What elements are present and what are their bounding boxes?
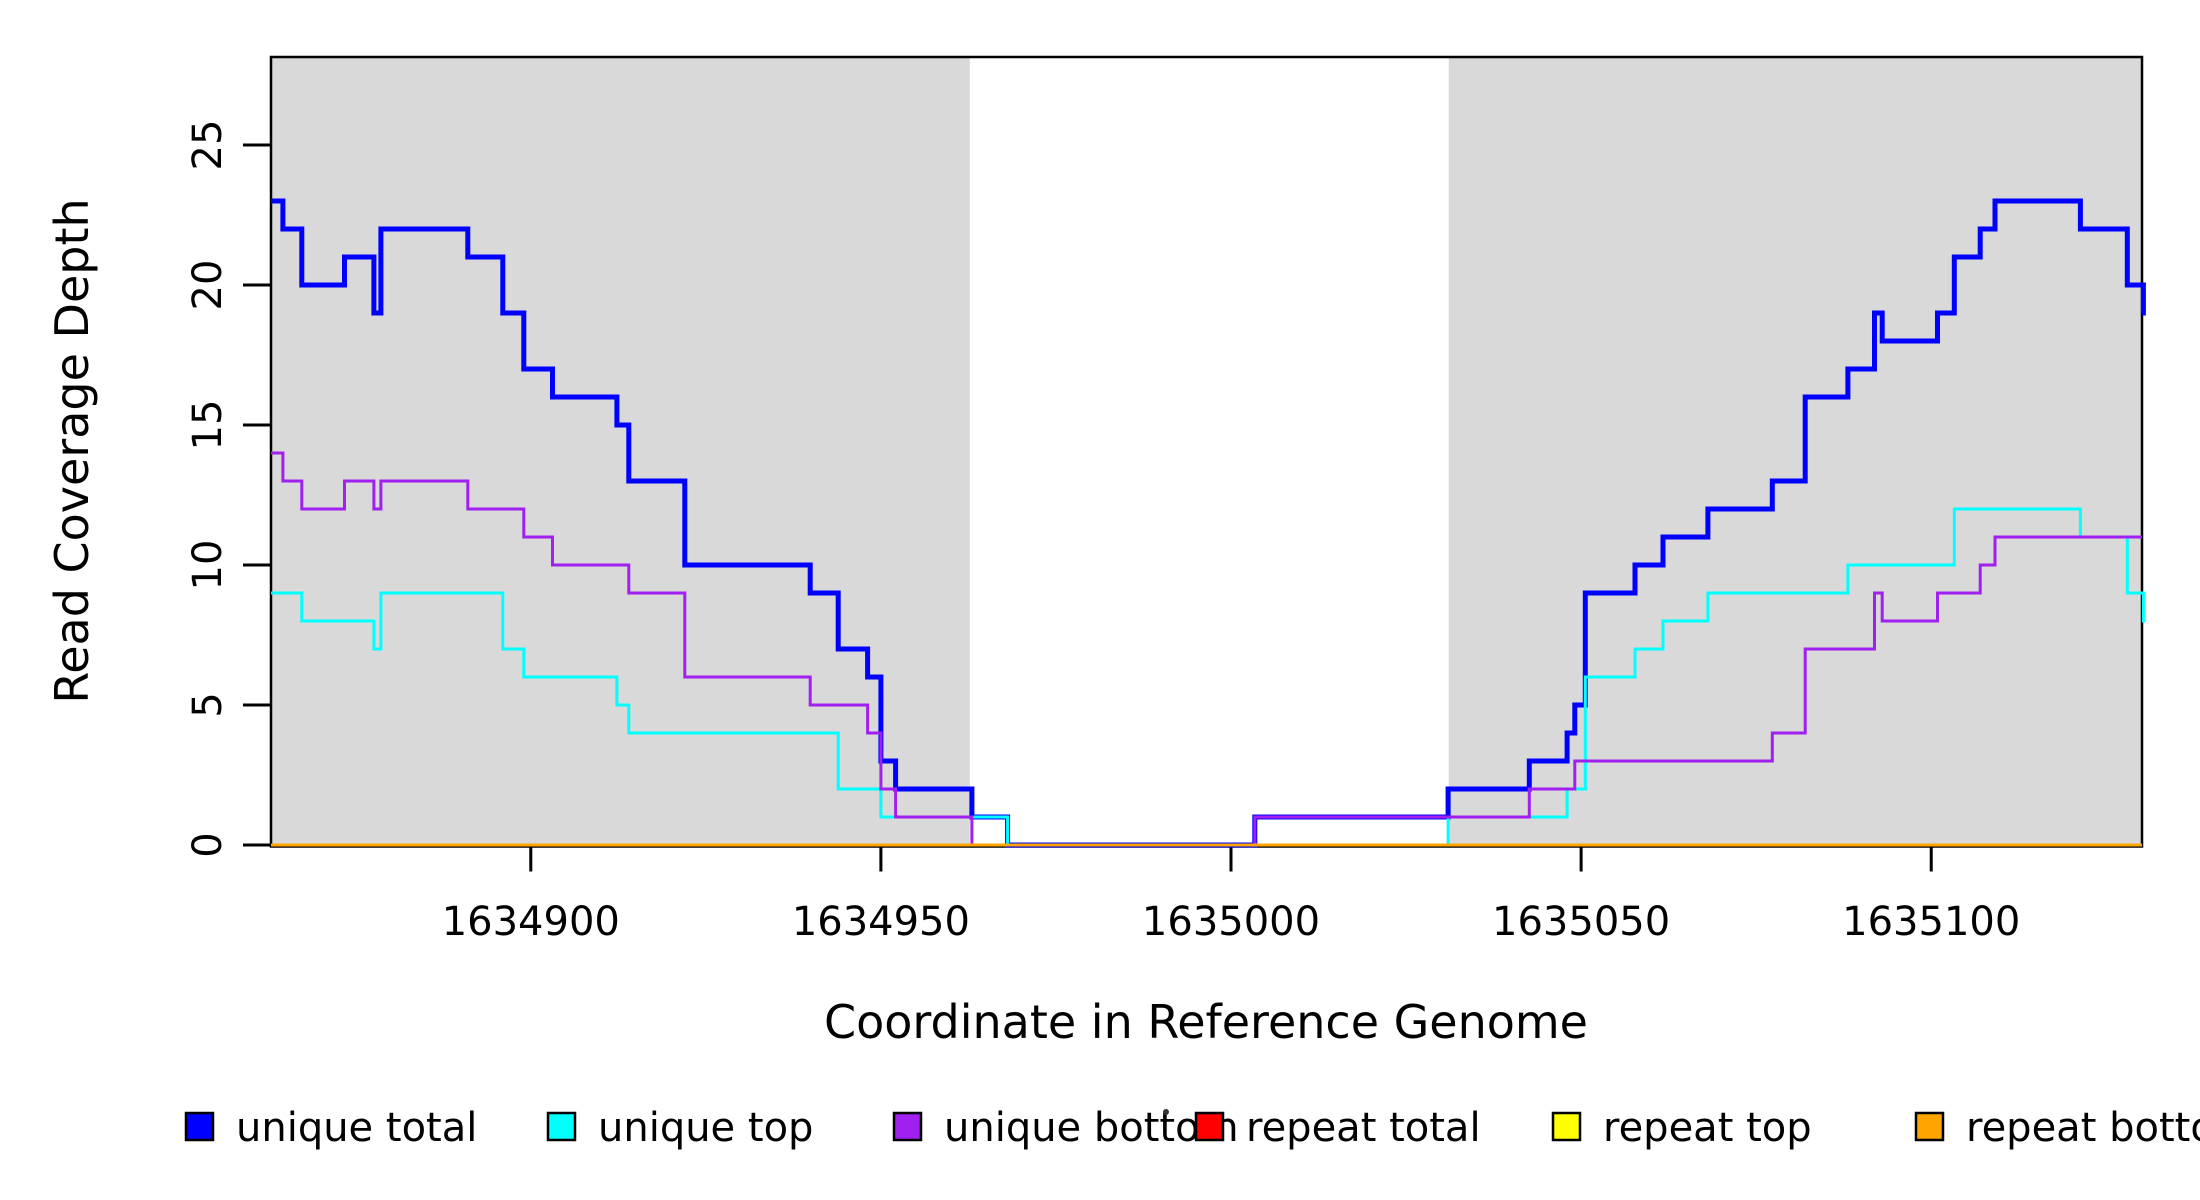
- stray-dot-mark: [1163, 1109, 1169, 1115]
- legend-swatch-unique-top: [546, 1111, 577, 1142]
- series-line-layer: [271, 198, 2146, 848]
- shaded-region-layer: [271, 57, 2142, 847]
- y-tick-label: 15: [185, 400, 231, 451]
- legend-label-repeat-bottom: repeat bottom: [1966, 1105, 2200, 1151]
- legend-label-unique-total: unique total: [236, 1105, 477, 1151]
- y-axis-title: Read Coverage Depth: [45, 198, 99, 703]
- x-tick-label: 1635000: [1142, 899, 1320, 945]
- x-tick-label: 1634950: [792, 899, 970, 945]
- series-unique-bottom: [271, 451, 2142, 847]
- legend-label-unique-bottom: unique bottom: [944, 1105, 1239, 1151]
- legend: unique total unique top unique bottom repea…: [184, 1105, 2200, 1151]
- axis-tick-layer: 1634900 1634950 1635000 1635050 1635100 0 5 10 1…: [185, 120, 2020, 945]
- legend-swatch-unique-total: [184, 1111, 215, 1142]
- legend-swatch-repeat-total: [1194, 1111, 1225, 1142]
- legend-label-repeat-total: repeat total: [1246, 1105, 1481, 1151]
- legend-swatch-repeat-top: [1551, 1111, 1582, 1142]
- x-axis-title: Coordinate in Reference Genome: [824, 995, 1588, 1049]
- shaded-band-0: [271, 57, 970, 847]
- y-tick-label: 5: [185, 692, 231, 717]
- legend-swatch-unique-bottom: [892, 1111, 923, 1142]
- series-unique-top: [271, 507, 2145, 847]
- y-tick-label: 10: [185, 540, 231, 591]
- shaded-band-1: [1448, 57, 2142, 847]
- y-tick-label: 20: [185, 260, 231, 311]
- legend-label-unique-top: unique top: [598, 1105, 813, 1151]
- y-tick-label: 25: [185, 120, 231, 171]
- x-tick-label: 1635100: [1842, 899, 2020, 945]
- y-tick-label: 0: [185, 832, 231, 857]
- legend-label-repeat-top: repeat top: [1603, 1105, 1812, 1151]
- legend-swatch-repeat-bottom: [1914, 1111, 1945, 1142]
- x-tick-label: 1635050: [1492, 899, 1670, 945]
- x-tick-label: 1634900: [442, 899, 620, 945]
